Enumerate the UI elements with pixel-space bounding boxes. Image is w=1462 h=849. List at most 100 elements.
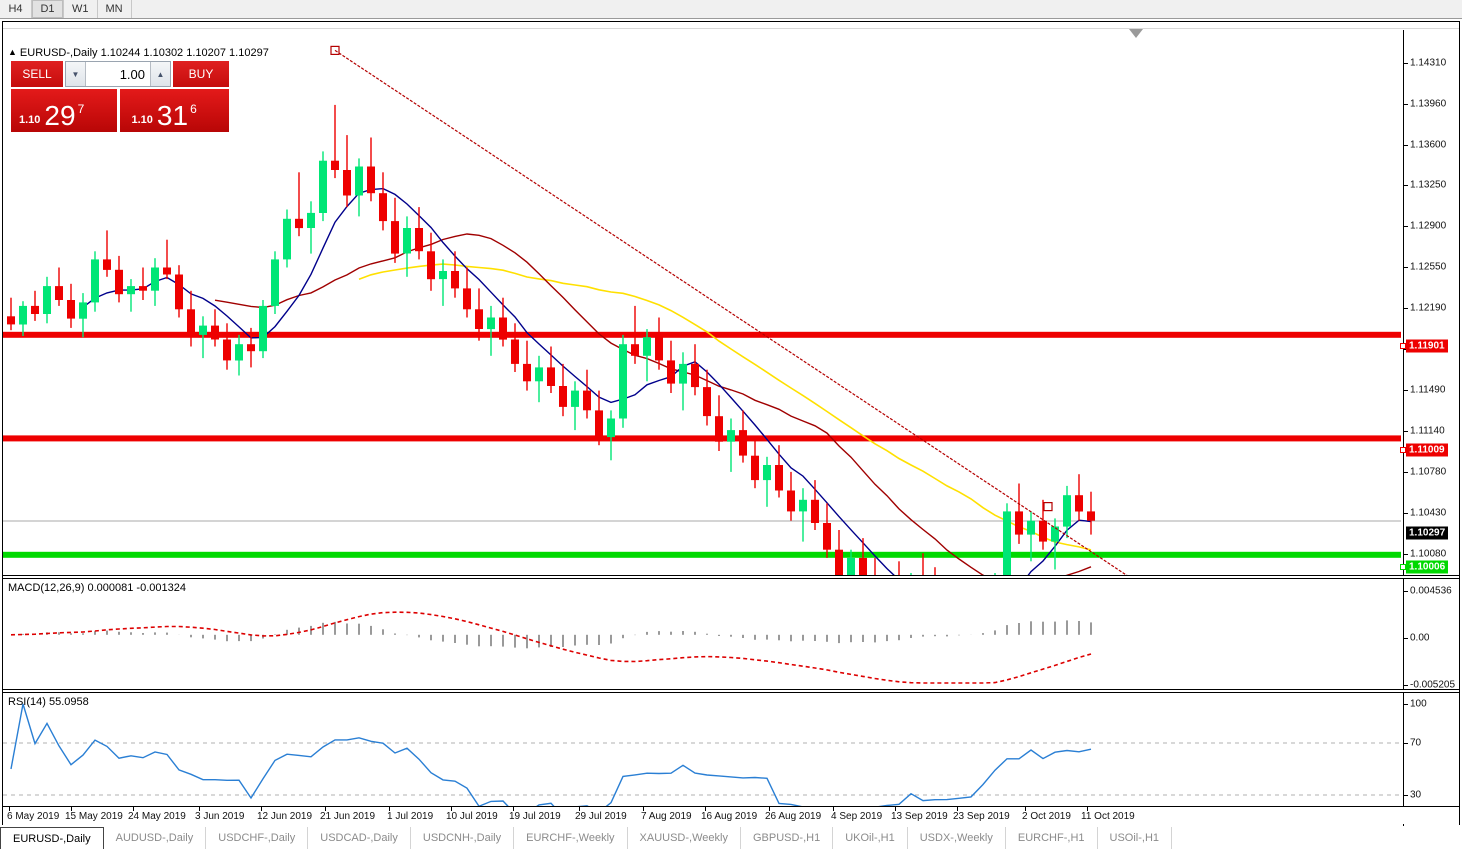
time-axis-label: 10 Jul 2019 bbox=[446, 811, 498, 822]
chart-horizontal-scrollbar[interactable] bbox=[3, 22, 1459, 29]
time-axis-tick bbox=[199, 807, 200, 811]
timeframe-tab-d1[interactable]: D1 bbox=[32, 0, 64, 18]
price-scale-tick bbox=[1404, 431, 1408, 432]
symbol-tab-audusd-daily[interactable]: AUDUSD-,Daily bbox=[103, 827, 207, 849]
buy-button[interactable]: BUY bbox=[173, 61, 229, 87]
price-scale-tick bbox=[1404, 308, 1408, 309]
price-scale-label: 1.12190 bbox=[1410, 302, 1447, 314]
symbol-tab-eurchf-h1[interactable]: EURCHF-,H1 bbox=[1005, 827, 1098, 849]
symbol-tab-usoil-h1[interactable]: USOil-,H1 bbox=[1097, 827, 1173, 849]
timeframe-tab-w1[interactable]: W1 bbox=[64, 0, 98, 18]
price-level-tag[interactable]: 1.11901 bbox=[1406, 339, 1448, 353]
volume-value[interactable]: 1.00 bbox=[119, 66, 145, 82]
time-axis-tick bbox=[833, 807, 834, 811]
timeframe-tab-h4-label: H4 bbox=[8, 3, 23, 15]
timeframe-tab-w1-label: W1 bbox=[72, 3, 89, 15]
collapse-arrow-icon[interactable]: ▲ bbox=[8, 47, 17, 57]
sell-button[interactable]: SELL bbox=[11, 61, 63, 87]
time-axis-label: 11 Oct 2019 bbox=[1081, 811, 1135, 822]
bid-price-prefix: 1.10 bbox=[19, 114, 41, 126]
time-axis-tick bbox=[261, 807, 262, 811]
price-level-tag[interactable]: 1.10006 bbox=[1406, 560, 1449, 574]
time-axis-tick bbox=[325, 807, 326, 811]
one-click-trading-panel: SELL ▼ 1.00 ▲ BUY 1.10 29 7 1.10 31 6 bbox=[11, 61, 229, 132]
symbol-tab-usdx-weekly[interactable]: USDX-,Weekly bbox=[907, 827, 1006, 849]
bid-price-cell[interactable]: 1.10 29 7 bbox=[11, 89, 117, 132]
time-axis-tick bbox=[895, 807, 896, 811]
timeframe-tab-mn[interactable]: MN bbox=[97, 0, 132, 18]
symbol-tab-eurusd-daily[interactable]: EURUSD-,Daily bbox=[0, 827, 104, 849]
time-axis[interactable]: 6 May 2019 15 May 2019 24 May 2019 3 Jun 20… bbox=[3, 806, 1459, 824]
time-axis-tick bbox=[957, 807, 958, 811]
time-axis-label: 13 Sep 2019 bbox=[891, 811, 948, 822]
time-axis-tick bbox=[1087, 807, 1088, 811]
symbol-tab-usdcad-daily[interactable]: USDCAD-,Daily bbox=[308, 827, 411, 849]
rsi-chart-canvas[interactable] bbox=[3, 693, 1401, 838]
symbol-tab-ukoil-h1[interactable]: UKOil-,H1 bbox=[833, 827, 908, 849]
price-scale-label: 1.13600 bbox=[1410, 139, 1447, 151]
timeframe-tab-bar-filler bbox=[131, 0, 1462, 18]
symbol-tab-usdcnh-daily[interactable]: USDCNH-,Daily bbox=[410, 827, 515, 849]
bid-price-fraction: 7 bbox=[77, 102, 85, 116]
pane-separator-1b bbox=[3, 578, 1459, 579]
time-axis-tick bbox=[1025, 807, 1026, 811]
price-level-handle[interactable] bbox=[1400, 343, 1406, 349]
price-scale-label: 1.13960 bbox=[1410, 98, 1447, 110]
price-level-tag[interactable]: 1.11009 bbox=[1406, 443, 1448, 457]
price-scale-label: 1.10430 bbox=[1410, 507, 1447, 519]
timeframe-tab-h4[interactable]: H4 bbox=[0, 0, 32, 18]
time-axis-label: 24 May 2019 bbox=[128, 811, 186, 822]
price-chart-canvas[interactable] bbox=[3, 30, 1401, 575]
timeframe-tab-d1-label: D1 bbox=[40, 3, 55, 15]
volume-stepper[interactable]: ▼ 1.00 ▲ bbox=[65, 61, 171, 87]
volume-decrease-icon[interactable]: ▼ bbox=[66, 62, 86, 86]
symbol-tab-gbpusd-h1[interactable]: GBPUSD-,H1 bbox=[740, 827, 834, 849]
time-axis-tick bbox=[513, 807, 514, 811]
symbol-tab-xauusd-weekly[interactable]: XAUUSD-,Weekly bbox=[627, 827, 741, 849]
macd-scale-tick bbox=[1404, 591, 1408, 592]
time-axis-tick bbox=[133, 807, 134, 811]
pane-separator-2b bbox=[3, 692, 1459, 693]
rsi-indicator-label: RSI(14) 55.0958 bbox=[8, 696, 89, 708]
price-level-tag[interactable]: 1.10297 bbox=[1406, 526, 1449, 540]
price-scale-tick bbox=[1404, 554, 1408, 555]
time-axis-tick bbox=[451, 807, 452, 811]
time-axis-label: 29 Jul 2019 bbox=[575, 811, 627, 822]
price-scale-tick bbox=[1404, 472, 1408, 473]
price-scale-tick bbox=[1404, 63, 1408, 64]
rsi-scale-label: 70 bbox=[1410, 737, 1422, 749]
price-scale-label: 1.14310 bbox=[1410, 57, 1447, 69]
price-scale-tick bbox=[1404, 145, 1408, 146]
rsi-scale-label: 30 bbox=[1410, 789, 1422, 801]
timeframe-tab-mn-label: MN bbox=[105, 3, 123, 15]
chart-frame: 1.14310 1.13960 1.13600 1.13250 1.12900 1.125… bbox=[2, 21, 1460, 838]
time-axis-tick bbox=[579, 807, 580, 811]
time-axis-tick bbox=[71, 807, 72, 811]
macd-scale-tick bbox=[1404, 685, 1408, 686]
macd-indicator-label: MACD(12,26,9) 0.000081 -0.001324 bbox=[8, 582, 186, 594]
symbol-tab-eurchf-weekly[interactable]: EURCHF-,Weekly bbox=[514, 827, 628, 849]
pane-separator-2[interactable] bbox=[3, 689, 1459, 690]
volume-increase-icon[interactable]: ▲ bbox=[150, 62, 170, 86]
price-scale[interactable]: 1.14310 1.13960 1.13600 1.13250 1.12900 1.125… bbox=[1400, 30, 1459, 575]
ask-price-prefix: 1.10 bbox=[131, 114, 153, 126]
rsi-scale-label: 100 bbox=[1410, 698, 1427, 710]
ask-price-fraction: 6 bbox=[190, 102, 197, 116]
symbol-header: ▲ EURUSD-,Daily 1.10244 1.10302 1.10207 1… bbox=[8, 47, 269, 59]
macd-scale[interactable]: 0.004536 0.00 -0.005205 bbox=[1403, 579, 1459, 689]
pane-separator-1[interactable] bbox=[3, 575, 1459, 576]
symbol-tab-usdchf-daily[interactable]: USDCHF-,Daily bbox=[206, 827, 309, 849]
macd-chart-canvas[interactable] bbox=[3, 579, 1401, 689]
price-level-handle[interactable] bbox=[1400, 564, 1406, 570]
time-axis-label: 7 Aug 2019 bbox=[641, 811, 692, 822]
time-axis-label: 15 May 2019 bbox=[65, 811, 123, 822]
price-scale-tick bbox=[1404, 267, 1408, 268]
price-level-handle[interactable] bbox=[1400, 447, 1406, 453]
oct-price-row: 1.10 29 7 1.10 31 6 bbox=[11, 89, 229, 132]
price-scale-tick bbox=[1404, 390, 1408, 391]
time-axis-label: 23 Sep 2019 bbox=[953, 811, 1010, 822]
ask-price-big: 31 bbox=[156, 100, 189, 131]
time-axis-tick bbox=[9, 807, 10, 811]
ask-price-cell[interactable]: 1.10 31 6 bbox=[119, 89, 229, 132]
